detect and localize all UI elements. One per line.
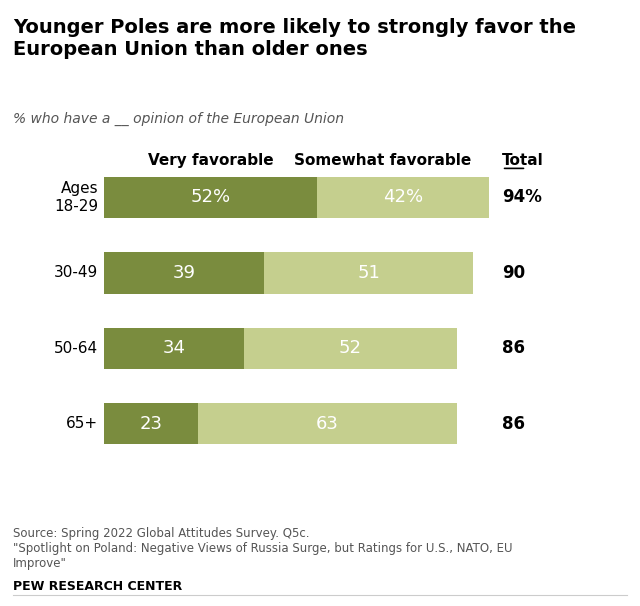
Text: 23: 23 <box>140 415 163 433</box>
Text: 39: 39 <box>173 264 196 282</box>
Bar <box>264 252 473 293</box>
Text: Somewhat favorable: Somewhat favorable <box>294 153 472 168</box>
Bar <box>198 403 457 444</box>
Text: 63: 63 <box>316 415 339 433</box>
Text: Very favorable: Very favorable <box>148 153 273 168</box>
Bar <box>104 403 198 444</box>
Text: 42%: 42% <box>383 188 424 207</box>
Text: PEW RESEARCH CENTER: PEW RESEARCH CENTER <box>13 580 182 593</box>
Bar <box>104 177 317 218</box>
Text: 94%: 94% <box>502 188 541 207</box>
Bar <box>244 327 457 369</box>
Text: 65+: 65+ <box>66 416 98 431</box>
Text: Ages
18-29: Ages 18-29 <box>54 181 98 214</box>
Bar <box>104 252 264 293</box>
Text: 34: 34 <box>163 339 186 358</box>
Text: Younger Poles are more likely to strongly favor the
European Union than older on: Younger Poles are more likely to strongl… <box>13 18 576 59</box>
Text: 50-64: 50-64 <box>54 341 98 356</box>
Bar <box>317 177 490 218</box>
Text: % who have a __ opinion of the European Union: % who have a __ opinion of the European … <box>13 112 344 126</box>
Text: 86: 86 <box>502 339 525 358</box>
Text: 86: 86 <box>502 415 525 433</box>
Text: 52%: 52% <box>191 188 231 207</box>
Bar <box>104 327 244 369</box>
Text: 30-49: 30-49 <box>54 265 98 281</box>
Text: Total: Total <box>502 153 543 168</box>
Text: 52: 52 <box>339 339 362 358</box>
Text: 90: 90 <box>502 264 525 282</box>
Text: 51: 51 <box>357 264 380 282</box>
Text: Source: Spring 2022 Global Attitudes Survey. Q5c.
"Spotlight on Poland: Negative: Source: Spring 2022 Global Attitudes Sur… <box>13 527 512 570</box>
